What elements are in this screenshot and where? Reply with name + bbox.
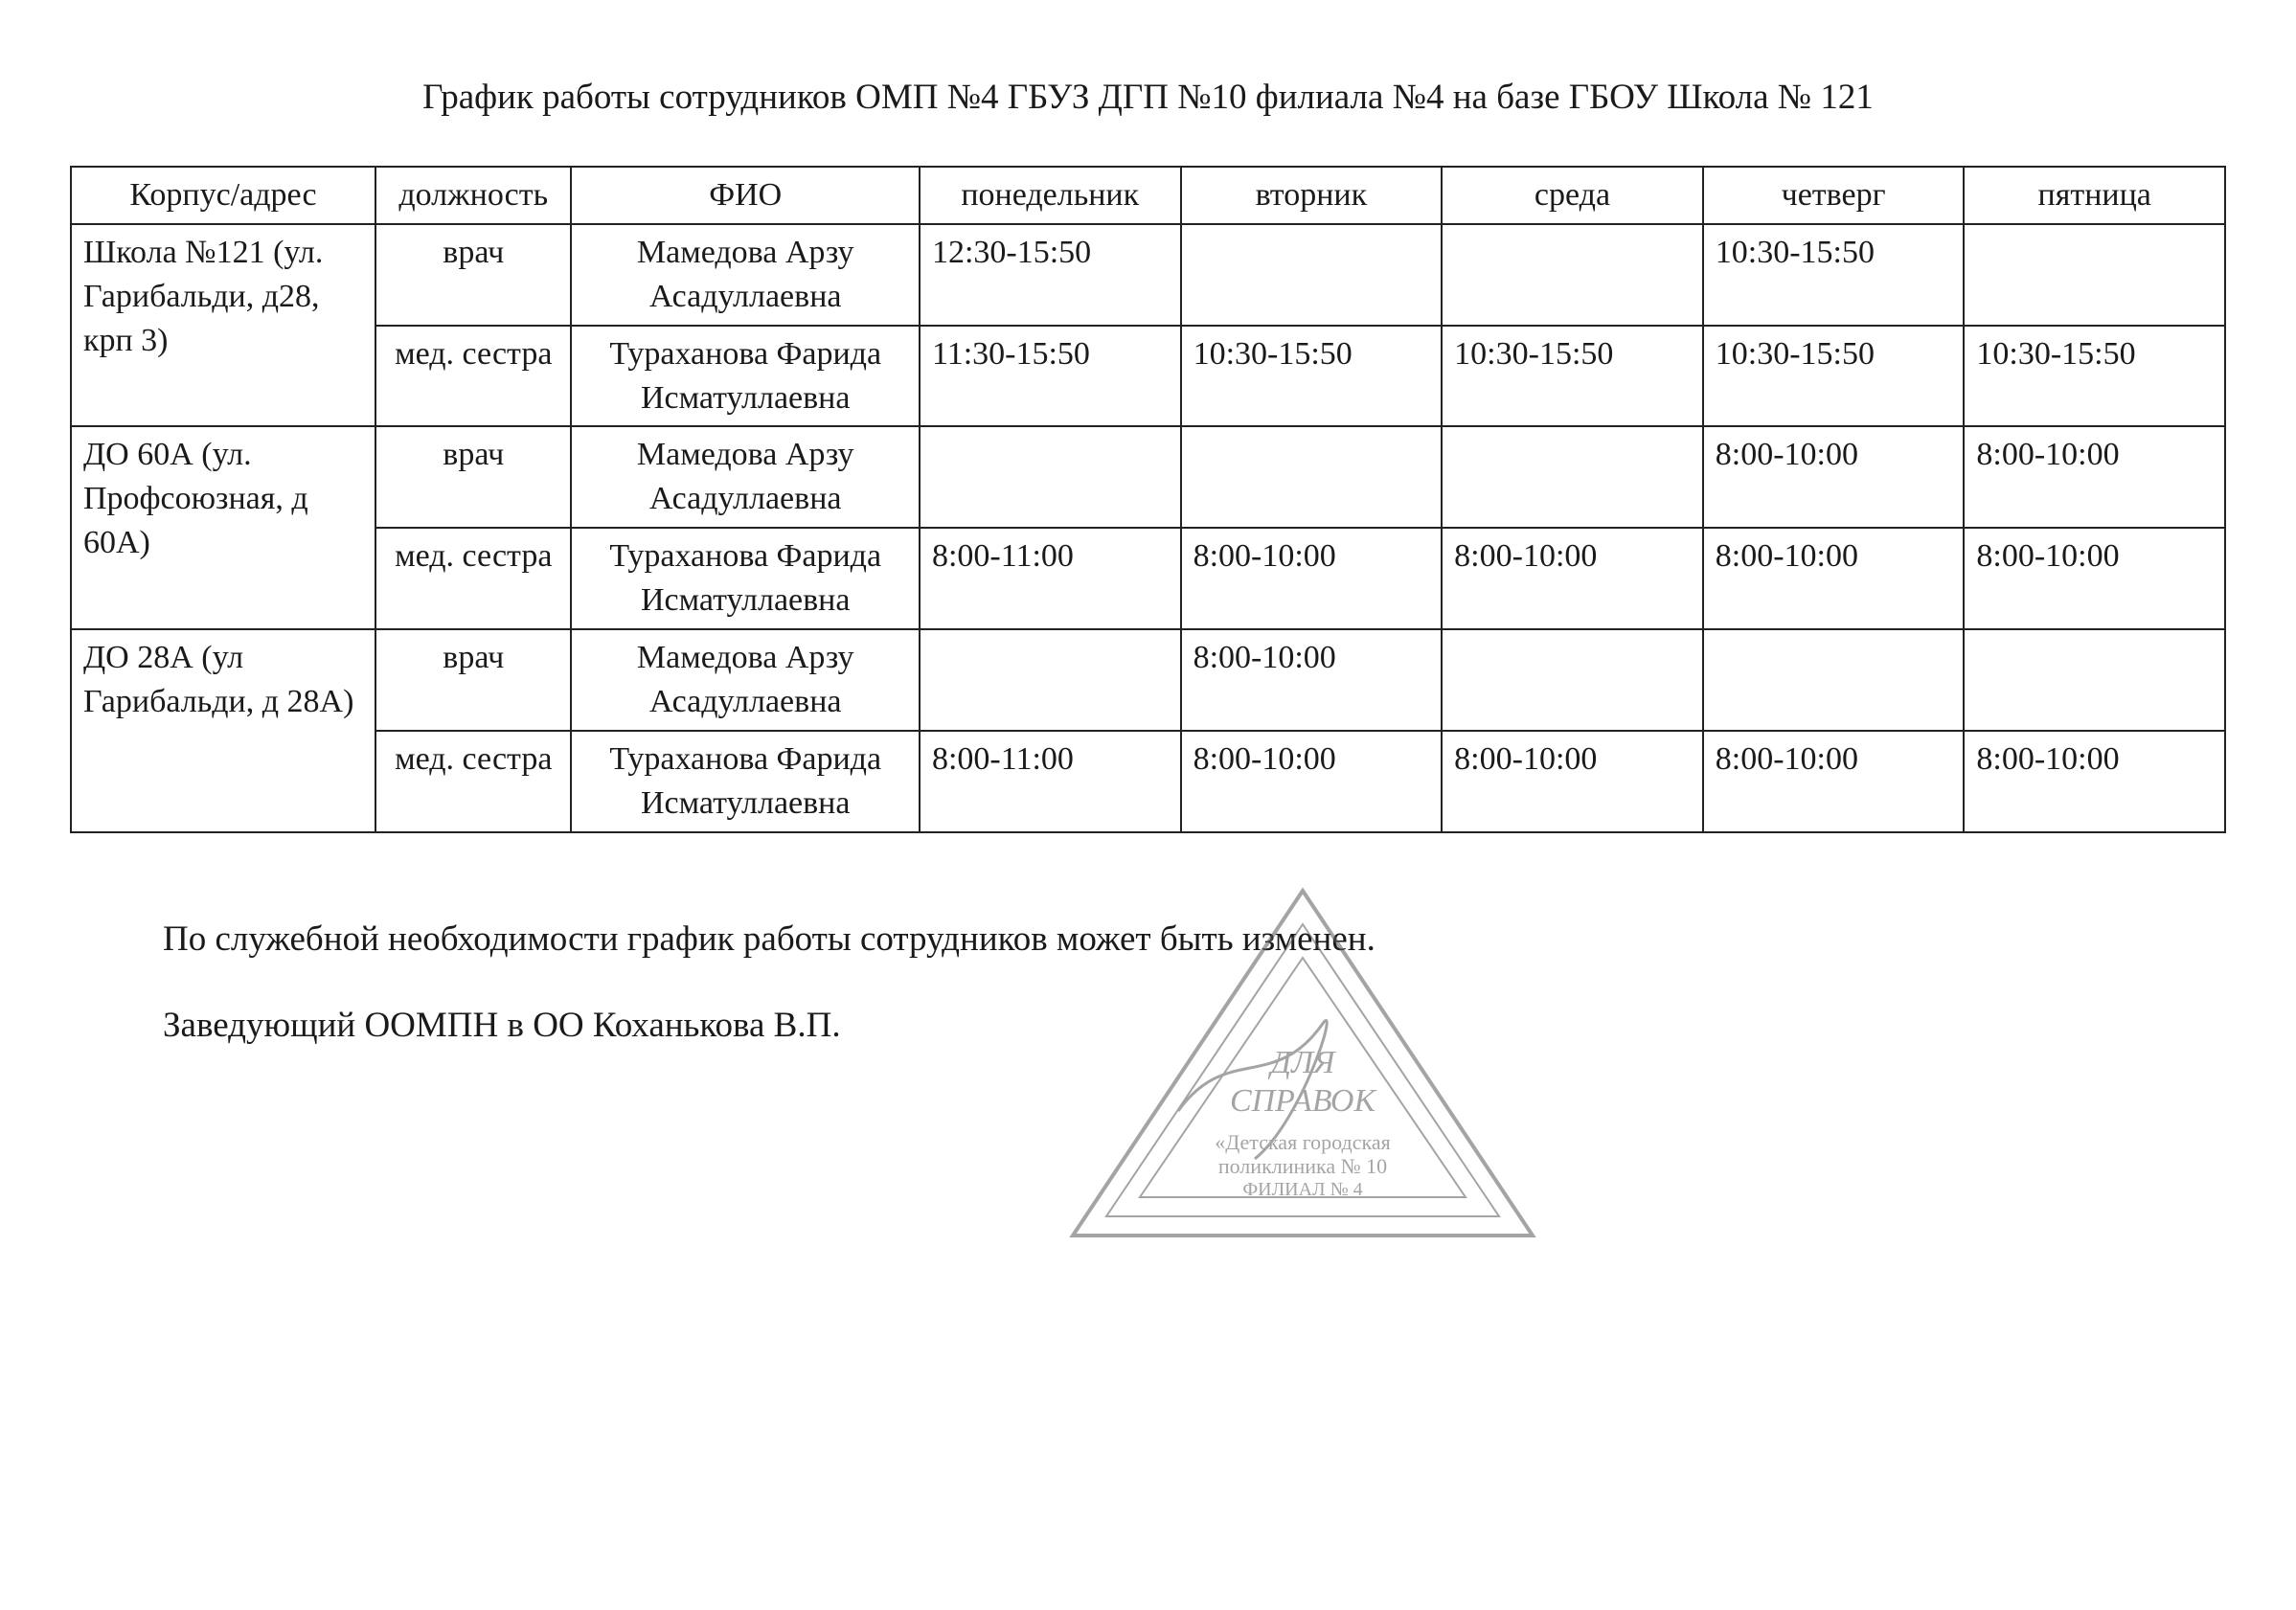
footer-head: Заведующий ООМПН в ОО Коханькова В.П. [163,996,2248,1056]
table-row: мед. сестраТураханова Фарида Исматуллаев… [71,326,2225,427]
table-body: Школа №121 (ул. Гарибальди, д28, крп 3)в… [71,224,2225,832]
cell-role: мед. сестра [375,528,571,629]
cell-wed: 8:00-10:00 [1442,731,1703,832]
cell-name: Тураханова Фарида Исматуллаевна [571,326,919,427]
col-fri: пятница [1964,167,2225,224]
cell-mon: 12:30-15:50 [920,224,1181,326]
cell-thu [1703,629,1965,731]
table-header-row: Корпус/адрес должность ФИО понедельник в… [71,167,2225,224]
cell-wed: 10:30-15:50 [1442,326,1703,427]
cell-role: врач [375,426,571,528]
table-row: ДО 28А (ул Гарибальди, д 28А)врачМамедов… [71,629,2225,731]
cell-thu: 10:30-15:50 [1703,326,1965,427]
cell-role: мед. сестра [375,326,571,427]
cell-role: мед. сестра [375,731,571,832]
cell-name: Тураханова Фарида Исматуллаевна [571,528,919,629]
cell-wed: 8:00-10:00 [1442,528,1703,629]
cell-tue: 10:30-15:50 [1181,326,1443,427]
cell-fri [1964,629,2225,731]
stamp-line2: СПРАВОК [1230,1083,1378,1119]
cell-role: врач [375,629,571,731]
cell-thu: 10:30-15:50 [1703,224,1965,326]
cell-tue: 8:00-10:00 [1181,629,1443,731]
cell-name: Мамедова Арзу Асадуллаевна [571,426,919,528]
col-thu: четверг [1703,167,1965,224]
cell-tue: 8:00-10:00 [1181,528,1443,629]
table-row: мед. сестраТураханова Фарида Исматуллаев… [71,731,2225,832]
cell-tue [1181,426,1443,528]
cell-mon: 11:30-15:50 [920,326,1181,427]
col-wed: среда [1442,167,1703,224]
cell-wed [1442,629,1703,731]
col-tue: вторник [1181,167,1443,224]
document-title: График работы сотрудников ОМП №4 ГБУЗ ДГ… [48,77,2248,118]
footer-note: По служебной необходимости график работы… [163,910,2248,970]
cell-name: Мамедова Арзу Асадуллаевна [571,629,919,731]
stamp-line5: ФИЛИАЛ № 4 [1242,1179,1362,1200]
cell-tue: 8:00-10:00 [1181,731,1443,832]
table-row: ДО 60А (ул. Профсоюзная, д 60А)врачМамед… [71,426,2225,528]
cell-wed [1442,426,1703,528]
col-role: должность [375,167,571,224]
cell-name: Мамедова Арзу Асадуллаевна [571,224,919,326]
cell-address: ДО 60А (ул. Профсоюзная, д 60А) [71,426,375,629]
stamp-line3: «Детская городская [1215,1130,1390,1154]
cell-thu: 8:00-10:00 [1703,731,1965,832]
cell-fri: 8:00-10:00 [1964,528,2225,629]
cell-mon: 8:00-11:00 [920,528,1181,629]
document-footer: По служебной необходимости график работы… [48,910,2248,1057]
cell-tue [1181,224,1443,326]
col-name: ФИО [571,167,919,224]
table-row: мед. сестраТураханова Фарида Исматуллаев… [71,528,2225,629]
col-address: Корпус/адрес [71,167,375,224]
cell-mon [920,629,1181,731]
col-mon: понедельник [920,167,1181,224]
cell-fri: 8:00-10:00 [1964,426,2225,528]
schedule-table: Корпус/адрес должность ФИО понедельник в… [70,166,2226,833]
cell-mon: 8:00-11:00 [920,731,1181,832]
cell-thu: 8:00-10:00 [1703,426,1965,528]
cell-mon [920,426,1181,528]
cell-fri: 8:00-10:00 [1964,731,2225,832]
cell-fri [1964,224,2225,326]
cell-wed [1442,224,1703,326]
cell-thu: 8:00-10:00 [1703,528,1965,629]
stamp-line4: поликлиника № 10 [1218,1154,1387,1178]
cell-address: ДО 28А (ул Гарибальди, д 28А) [71,629,375,832]
cell-name: Тураханова Фарида Исматуллаевна [571,731,919,832]
cell-address: Школа №121 (ул. Гарибальди, д28, крп 3) [71,224,375,427]
cell-role: врач [375,224,571,326]
cell-fri: 10:30-15:50 [1964,326,2225,427]
table-row: Школа №121 (ул. Гарибальди, д28, крп 3)в… [71,224,2225,326]
